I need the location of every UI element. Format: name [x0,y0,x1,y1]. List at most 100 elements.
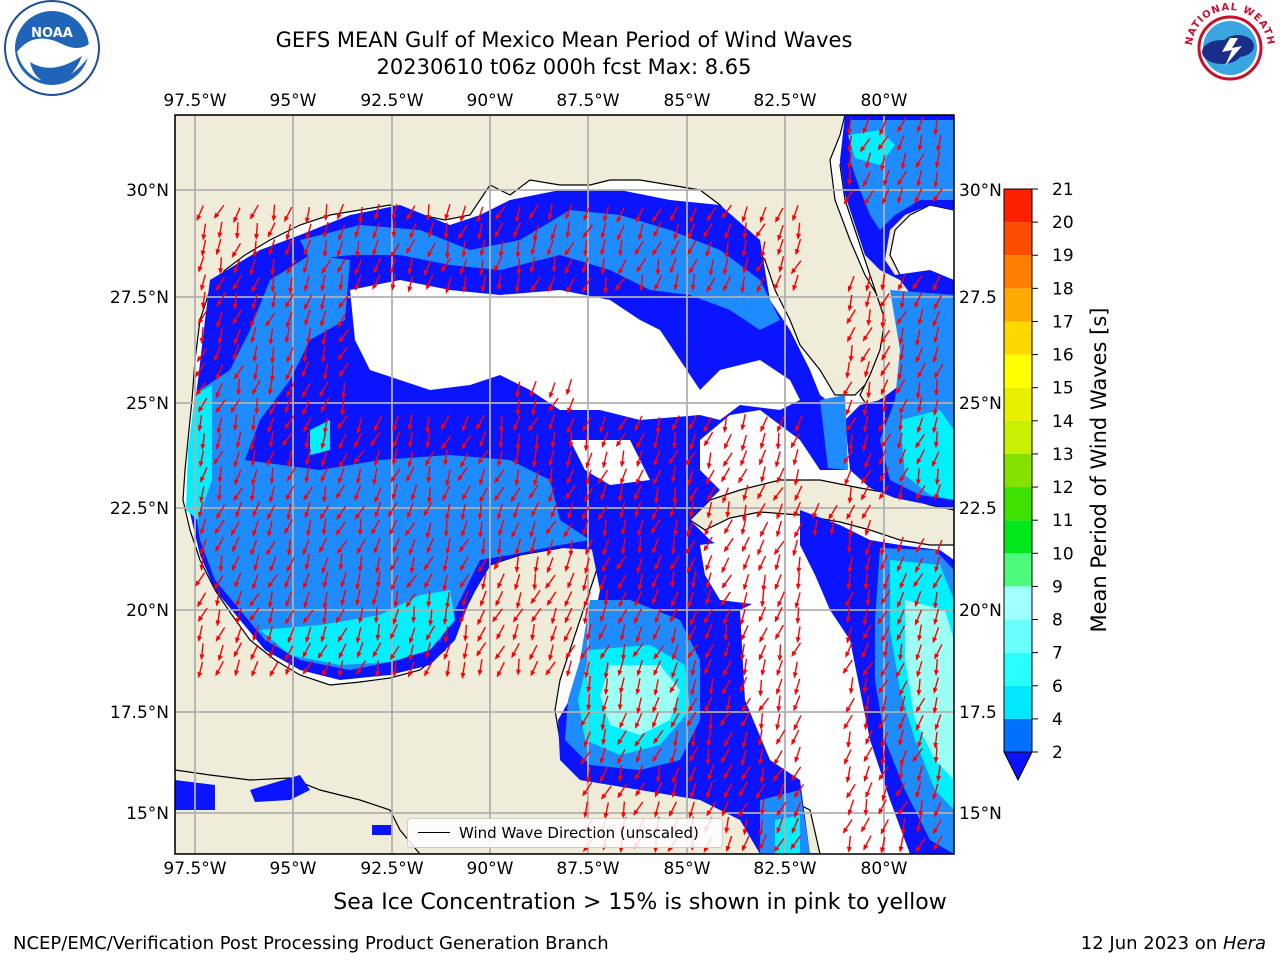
wave-direction-arrow [390,468,401,483]
wave-direction-arrow [267,378,273,396]
wave-direction-arrow [496,273,502,291]
wave-direction-arrow [586,623,592,641]
wave-direction-arrow [794,802,802,819]
colorbar-frame [1003,188,1033,753]
wave-direction-arrow [741,536,750,553]
wave-direction-arrow [230,398,241,414]
lon-label-top: 90°W [467,91,514,111]
wave-direction-arrow [425,642,432,659]
wave-direction-arrow [723,641,731,658]
wave-direction-arrow [514,469,520,487]
wave-direction-arrow [898,729,904,747]
wave-direction-arrow [320,626,327,643]
wave-direction-arrow [620,538,626,555]
wave-direction-arrow [916,765,923,783]
wave-direction-arrow [722,258,729,276]
wave-direction-arrow [250,644,259,661]
wave-direction-arrow [741,592,748,609]
wave-direction-arrow [706,801,717,817]
wave-direction-arrow [915,468,921,486]
wave-direction-arrow [252,345,258,363]
wave-direction-arrow [899,467,909,483]
wave-direction-arrow [654,781,663,798]
wave-direction-arrow [848,434,854,452]
colorbar-segment [1004,718,1032,752]
wave-direction-arrow [794,678,801,696]
colorbar-tick-label: 8 [1052,611,1063,631]
wave-direction-arrow [477,450,489,465]
wave-direction-arrow [269,642,276,659]
wave-direction-arrow [896,625,906,641]
wave-direction-arrow [461,415,469,432]
wave-direction-arrow [932,275,941,292]
wave-direction-arrow [721,467,731,483]
wave-direction-arrow [897,135,905,152]
wave-direction-arrow [497,573,505,590]
wave-direction-arrow [880,748,886,766]
wave-direction-arrow [933,118,939,136]
wave-direction-arrow [515,658,521,676]
wave-direction-arrow [457,467,468,482]
wave-direction-arrow [603,589,609,607]
wave-direction-arrow [357,518,363,536]
wave-direction-arrow [932,819,942,835]
wave-direction-arrow [252,573,259,591]
wave-direction-arrow [393,590,399,608]
wave-direction-arrow [897,800,909,816]
wave-direction-arrow [756,277,765,293]
wave-direction-arrow [599,416,606,434]
wave-direction-arrow [846,573,852,591]
wave-direction-arrow [688,223,696,240]
colorbar-tick-label: 2 [1052,743,1063,763]
wave-direction-arrow [898,835,904,853]
wave-direction-arrow [236,378,242,396]
wave-direction-arrow [651,208,662,223]
wave-direction-arrow [372,468,378,486]
wave-direction-arrow [233,365,244,380]
wave-direction-arrow [304,432,310,450]
wave-direction-arrow [235,501,243,519]
wave-direction-arrow [776,659,784,677]
wave-direction-arrow [863,713,869,731]
lon-label-bottom: 92.5°W [360,859,423,879]
wave-direction-arrow [934,555,941,573]
wave-direction-arrow [547,239,554,256]
wave-direction-arrow [496,624,505,640]
wave-direction-arrow [653,729,664,745]
wave-direction-arrow [287,627,295,644]
wave-direction-arrow [270,259,276,277]
wave-direction-arrow [372,589,379,606]
wave-direction-arrow [353,450,365,465]
wave-direction-arrow [706,486,717,502]
wave-direction-arrow [688,697,698,713]
wave-direction-arrow [233,451,240,468]
wave-direction-arrow [617,730,627,746]
wave-direction-arrow [550,224,558,241]
wave-direction-arrow [480,590,487,607]
wave-direction-arrow [812,519,818,537]
wave-direction-arrow [284,519,294,535]
wave-direction-arrow [669,607,678,624]
wave-direction-arrow [794,746,801,763]
wave-direction-arrow [335,521,346,536]
wave-direction-arrow [843,749,852,765]
lat-label-left: 27.5°N [110,288,169,308]
wave-direction-arrow [704,697,713,713]
wave-direction-arrow [653,432,660,450]
wave-direction-arrow [618,591,627,608]
wave-direction-arrow [459,259,468,275]
wave-direction-arrow [723,537,734,553]
wave-direction-arrow [462,642,468,660]
wave-direction-arrow [530,277,541,292]
wave-direction-arrow [301,399,311,416]
map-title: GEFS MEAN Gulf of Mexico Mean Period of … [275,28,853,52]
wave-direction-arrow [669,678,679,694]
wave-direction-arrow [496,538,502,556]
wave-direction-arrow [250,449,256,467]
wave-direction-arrow [898,274,906,291]
wave-direction-arrow [230,521,240,537]
lat-label-left: 17.5°N [110,703,169,723]
wave-direction-arrow [864,452,872,469]
wave-direction-arrow [899,292,905,310]
wave-direction-arrow [897,432,903,450]
